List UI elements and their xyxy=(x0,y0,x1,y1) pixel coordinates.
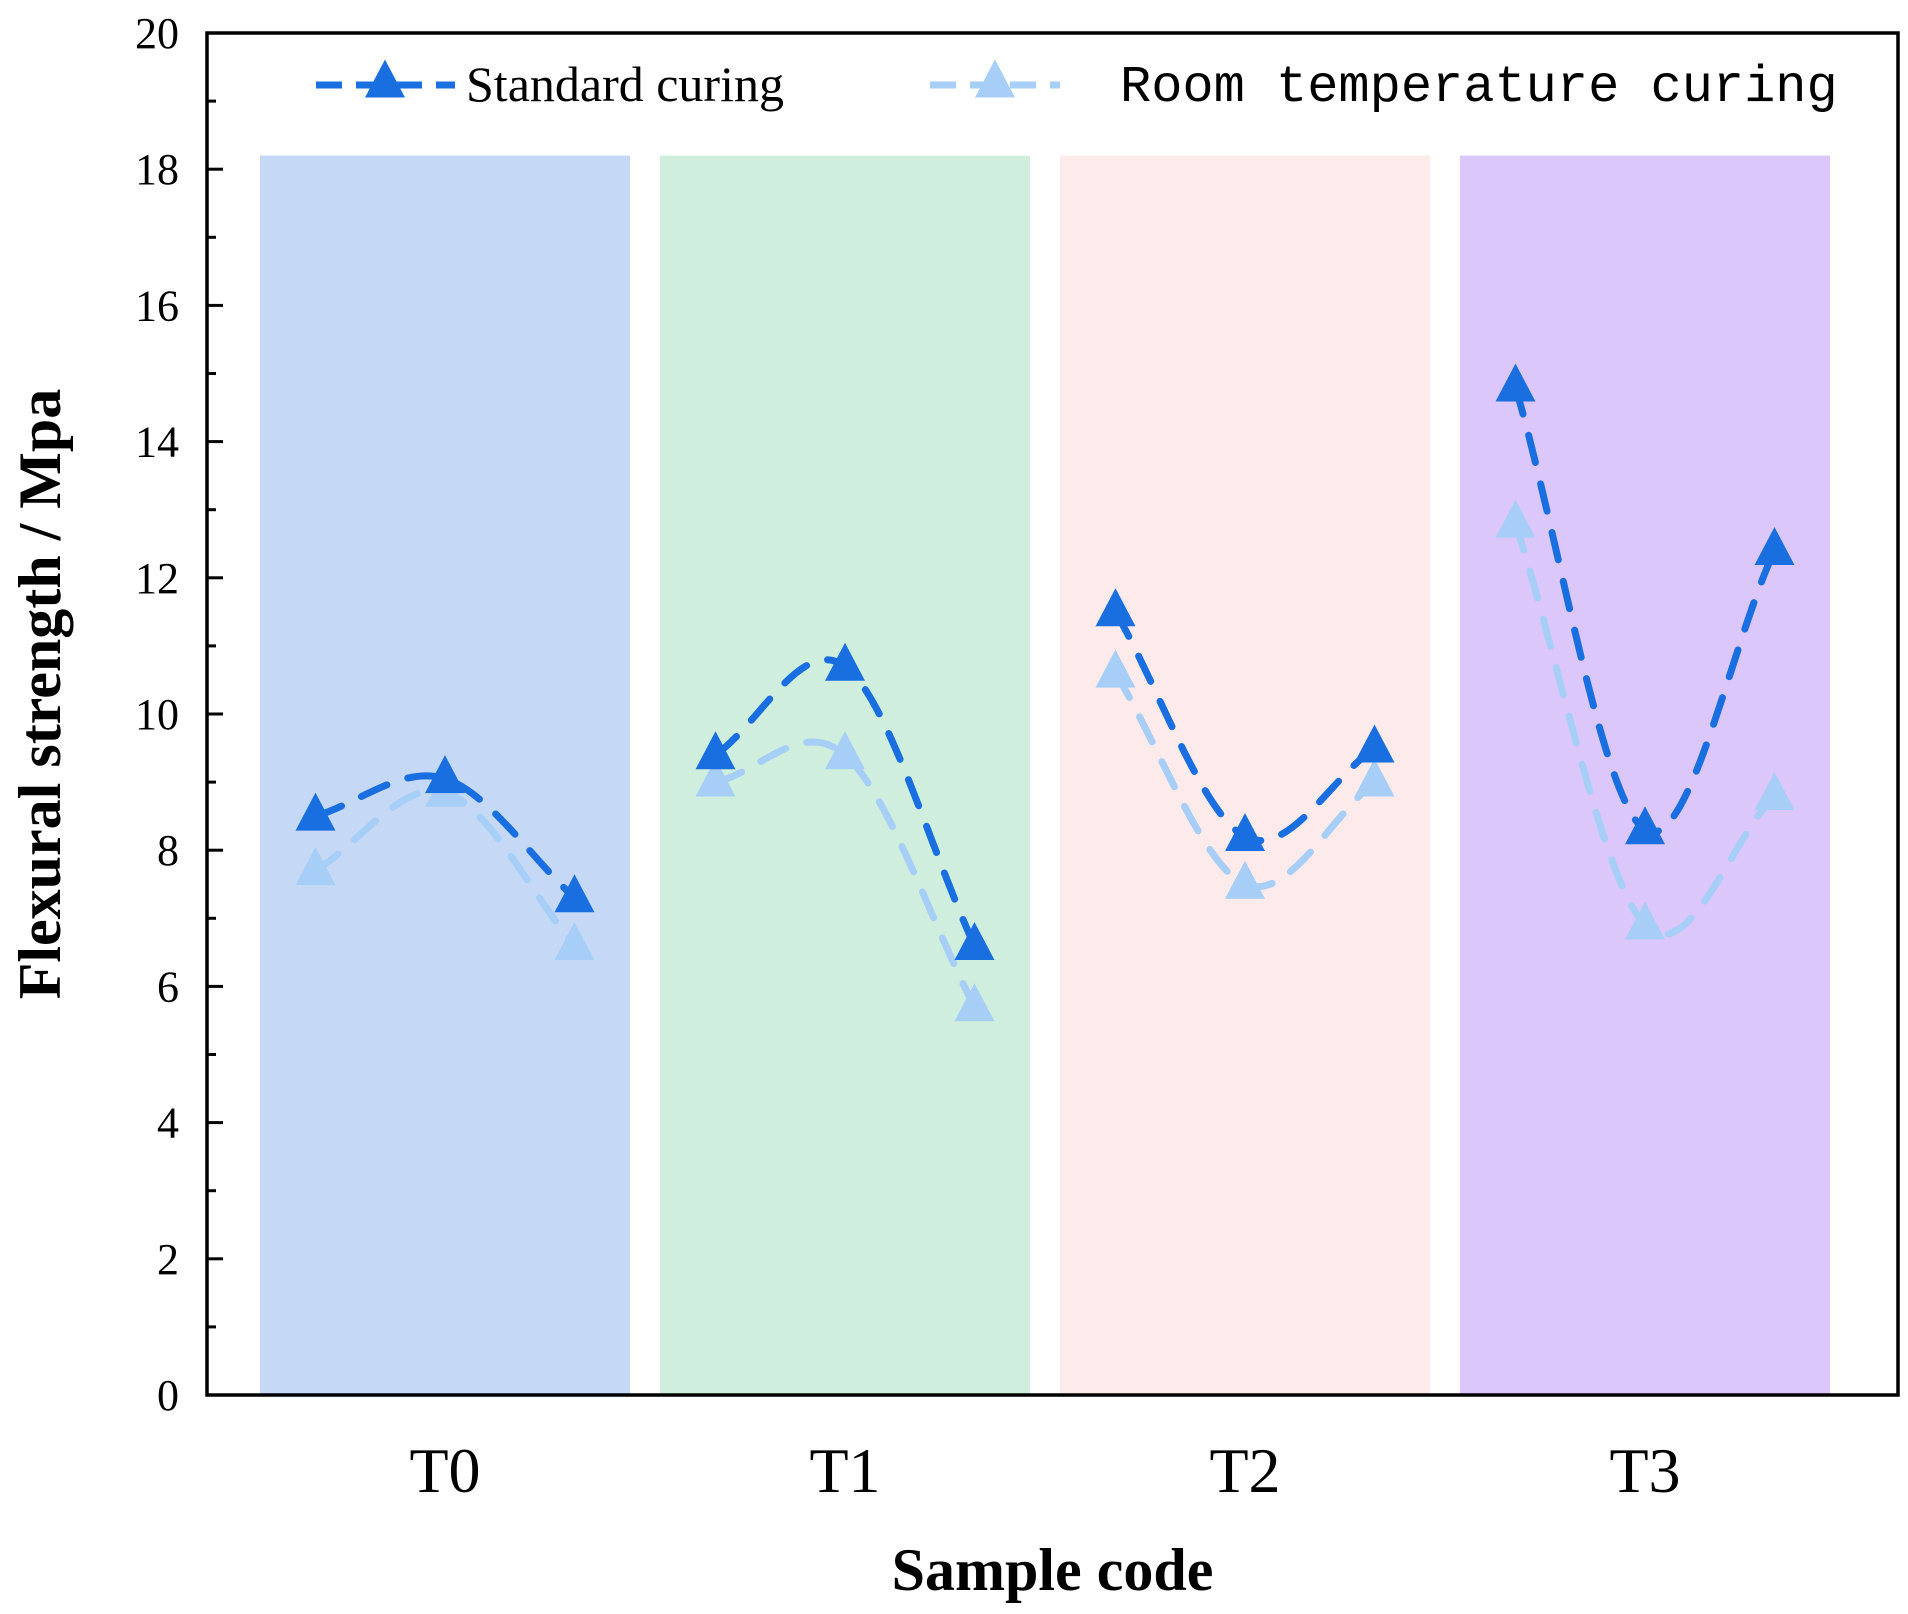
legend-label-room-temperature-curing: Room temperature curing xyxy=(1120,58,1838,117)
data-point-T2-1 xyxy=(1095,588,1136,627)
data-point-T2-2 xyxy=(1225,813,1265,852)
y-tick-label: 20 xyxy=(135,9,179,58)
data-point-T0-2 xyxy=(425,755,465,794)
y-tick-label: 4 xyxy=(157,1099,179,1148)
y-tick-label: 8 xyxy=(157,826,179,875)
x-tick-label-T2: T2 xyxy=(1209,1435,1280,1506)
x-tick-label-T3: T3 xyxy=(1609,1435,1680,1506)
y-tick-label: 0 xyxy=(157,1371,179,1420)
data-point-T3-2 xyxy=(1625,901,1665,940)
y-tick-label: 10 xyxy=(135,690,179,739)
x-tick-label-T0: T0 xyxy=(409,1435,480,1506)
data-point-T1-2 xyxy=(825,731,865,770)
data-point-T0-3 xyxy=(554,874,595,913)
data-point-T1-1 xyxy=(695,758,736,797)
data-point-T3-1 xyxy=(1495,499,1536,538)
data-point-T2-3 xyxy=(1354,724,1395,763)
data-point-T2-2 xyxy=(1225,860,1265,899)
y-tick-label: 18 xyxy=(135,145,179,194)
data-point-T2-1 xyxy=(1095,649,1136,688)
x-axis-title: Sample code xyxy=(892,1537,1214,1603)
y-tick-label: 6 xyxy=(157,962,179,1011)
data-point-T0-3 xyxy=(554,921,595,960)
y-tick-label: 2 xyxy=(157,1235,179,1284)
series-layer xyxy=(295,363,1795,1022)
y-tick-label: 16 xyxy=(135,281,179,330)
legend-marker-standard-curing xyxy=(365,59,405,98)
data-point-T1-3 xyxy=(954,921,995,960)
data-point-T3-3 xyxy=(1754,772,1795,811)
data-point-T2-3 xyxy=(1354,758,1395,797)
band-T3 xyxy=(1460,155,1830,1396)
group-bands xyxy=(260,155,1830,1396)
data-point-T0-1 xyxy=(295,847,336,886)
legend-label-standard-curing: Standard curing xyxy=(466,56,784,112)
y-tick-label: 12 xyxy=(135,554,179,603)
legend-item-standard-curing: Standard curing xyxy=(316,56,784,112)
data-point-T1-2 xyxy=(825,642,865,681)
series-standard-curing xyxy=(295,363,1795,960)
data-point-T0-1 xyxy=(295,792,336,831)
series-line-T0 xyxy=(312,772,578,902)
y-axis: 0 2 4 6 8 10 12 14 16 18 20 xyxy=(135,9,223,1420)
y-tick-label: 14 xyxy=(135,418,179,467)
data-point-T1-1 xyxy=(695,731,736,770)
data-point-T3-1 xyxy=(1495,363,1536,402)
data-point-T1-3 xyxy=(954,983,995,1022)
y-axis-title: Flexural strength / Mpa xyxy=(7,389,73,1000)
legend-marker-room-temperature-curing xyxy=(975,59,1015,98)
legend-item-room-temperature-curing: Room temperature curing xyxy=(930,58,1838,117)
data-point-T3-3 xyxy=(1754,527,1795,565)
x-tick-label-T1: T1 xyxy=(809,1435,880,1506)
data-point-T3-2 xyxy=(1625,806,1665,845)
legend: Standard curing Room temperature curing xyxy=(316,56,1838,117)
x-axis: T0 T1 T2 T3 xyxy=(409,1435,1680,1506)
